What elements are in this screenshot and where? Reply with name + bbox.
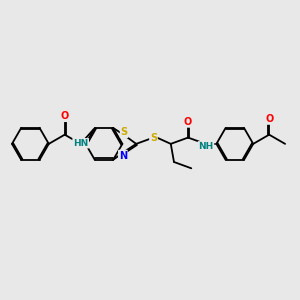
Text: O: O (61, 111, 69, 121)
Text: O: O (184, 117, 192, 127)
Text: HN: HN (73, 139, 88, 148)
Text: S: S (150, 133, 157, 142)
Text: S: S (121, 127, 128, 137)
Text: NH: NH (198, 142, 214, 151)
Text: N: N (119, 151, 127, 160)
Text: O: O (265, 114, 273, 124)
